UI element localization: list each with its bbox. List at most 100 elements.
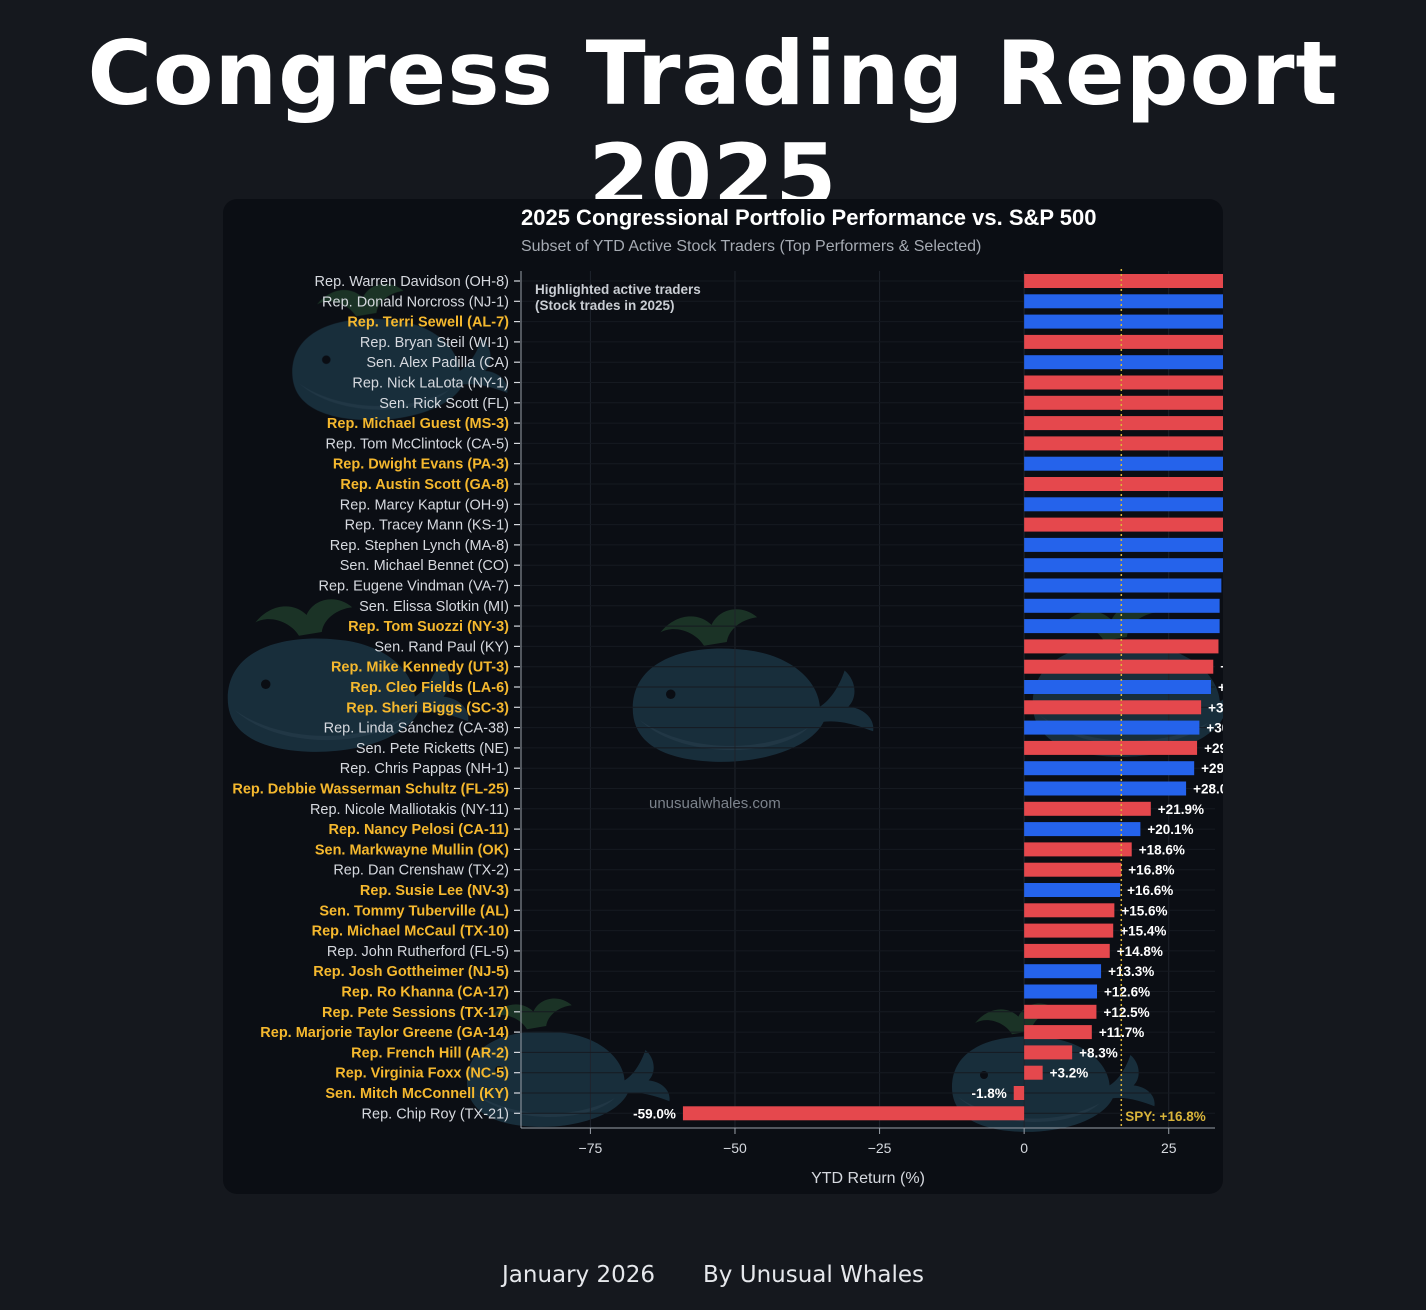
data-label: +11.7%: [1099, 1025, 1144, 1040]
bar: [1024, 822, 1141, 837]
bar: [1024, 903, 1115, 918]
category-label: Sen. Rand Paul (KY): [374, 639, 509, 655]
data-label: +15.6%: [1121, 903, 1167, 918]
data-label: +32.7%: [1220, 660, 1223, 675]
category-label: Rep. Michael Guest (MS-3): [327, 416, 509, 432]
bar: [1024, 1045, 1073, 1060]
data-label: +20.1%: [1147, 822, 1193, 837]
bar: [1024, 680, 1211, 694]
category-label: Rep. Josh Gottheimer (NJ-5): [313, 964, 509, 980]
data-label: -1.8%: [971, 1086, 1006, 1101]
category-label: Rep. Nick LaLota (NY-1): [352, 376, 509, 392]
bar: [1024, 700, 1202, 715]
category-label: Rep. Stephen Lynch (MA-8): [330, 538, 509, 554]
bar: [1024, 964, 1102, 979]
category-label: Rep. Tom Suozzi (NY-3): [348, 619, 509, 635]
category-label: Rep. Chip Roy (TX-21): [362, 1106, 509, 1122]
chart-annotation-line1: Highlighted active traders: [535, 282, 701, 297]
x-tick-label: −25: [868, 1140, 892, 1156]
data-label: +15.4%: [1120, 924, 1166, 939]
bar: [1024, 659, 1214, 674]
footer-author: By Unusual Whales: [703, 1262, 925, 1288]
category-label: Rep. Debbie Wasserman Schultz (FL-25): [232, 782, 509, 798]
category-label: Rep. Tracey Mann (KS-1): [345, 518, 509, 534]
bar: [1024, 781, 1187, 796]
category-label: Rep. Susie Lee (NV-3): [360, 883, 509, 899]
data-label: +14.8%: [1117, 944, 1163, 959]
bar: [1024, 619, 1220, 634]
data-label: +13.3%: [1108, 964, 1154, 979]
category-label: Rep. Nancy Pelosi (CA-11): [329, 822, 510, 838]
bar: [1024, 740, 1198, 755]
x-tick-label: 25: [1161, 1140, 1177, 1156]
footer-date: January 2026: [501, 1262, 656, 1288]
page-title: Congress Trading Report 2025: [87, 22, 1339, 228]
data-label: +12.5%: [1103, 1005, 1149, 1020]
category-label: Rep. John Rutherford (FL-5): [327, 944, 509, 960]
category-label: Rep. Mike Kennedy (UT-3): [331, 660, 509, 676]
data-label: +30.3%: [1206, 721, 1223, 736]
data-label: +29.4%: [1201, 761, 1223, 776]
x-tick-label: 0: [1020, 1140, 1028, 1156]
category-label: Rep. Michael McCaul (TX-10): [312, 924, 510, 940]
data-label: +16.6%: [1127, 883, 1173, 898]
data-label: -59.0%: [633, 1106, 676, 1121]
category-label: Sen. Markwayne Mullin (OK): [315, 842, 509, 858]
bar: [1024, 862, 1122, 877]
data-label: +12.6%: [1104, 985, 1150, 1000]
bar: [1024, 639, 1219, 654]
bar: [1024, 334, 1223, 349]
data-label: +8.3%: [1079, 1045, 1118, 1060]
x-tick-label: −75: [579, 1140, 603, 1156]
bar: [1024, 1004, 1097, 1019]
category-label: Rep. Warren Davidson (OH-8): [315, 274, 509, 290]
category-label: Rep. Pete Sessions (TX-17): [322, 1005, 509, 1021]
bar: [1024, 294, 1223, 309]
bar: [1024, 436, 1223, 451]
bar-chart: 2025 Congressional Portfolio Performance…: [227, 205, 1223, 1187]
footer: January 2026 By Unusual Whales: [0, 1262, 1426, 1288]
bar: [1024, 720, 1200, 735]
bar: [1024, 395, 1223, 410]
bar: [1024, 274, 1223, 288]
category-label: Rep. Cleo Fields (LA-6): [350, 680, 509, 696]
bar: [1024, 314, 1223, 329]
category-label: Sen. Rick Scott (FL): [379, 396, 509, 412]
category-label: Rep. Linda Sánchez (CA-38): [324, 721, 509, 737]
data-label: +30.6%: [1208, 700, 1223, 715]
category-label: Rep. Dan Crenshaw (TX-2): [333, 863, 509, 879]
benchmark-label: SPY: +16.8%: [1125, 1109, 1205, 1124]
data-label: +21.9%: [1158, 802, 1204, 817]
bar: [1024, 477, 1223, 491]
data-label: +3.2%: [1050, 1066, 1089, 1081]
data-label: +29.9%: [1204, 741, 1223, 756]
chart-annotation-line2: (Stock trades in 2025): [535, 298, 675, 313]
category-label: Sen. Alex Padilla (CA): [366, 355, 509, 371]
category-label: Rep. Dwight Evans (PA-3): [333, 457, 509, 473]
bar: [1024, 943, 1110, 958]
bar: [1024, 375, 1223, 390]
bar: [1024, 1065, 1043, 1080]
category-label: Rep. Virginia Foxx (NC-5): [335, 1066, 509, 1082]
data-label: +18.6%: [1139, 842, 1185, 857]
bar: [1024, 1025, 1092, 1040]
bar: [1013, 1086, 1025, 1100]
bar: [1024, 517, 1223, 532]
chart-subtitle: Subset of YTD Active Stock Traders (Top …: [521, 238, 981, 255]
x-axis-label: YTD Return (%): [811, 1170, 925, 1187]
bar: [1024, 497, 1223, 512]
category-label: Sen. Pete Ricketts (NE): [356, 741, 509, 757]
bar: [1024, 923, 1114, 938]
category-labels: Rep. Warren Davidson (OH-8) Rep. Donald N…: [232, 274, 520, 1122]
category-label: Rep. Marcy Kaptur (OH-9): [340, 497, 509, 513]
category-label: Rep. Nicole Malliotakis (NY-11): [310, 802, 509, 818]
category-label: Rep. French Hill (AR-2): [351, 1045, 509, 1061]
bars: +78.8%+70.8%+67.9%+62.5%+61.7%+61.5%+54.…: [633, 269, 1223, 1128]
bar: [1024, 842, 1132, 857]
x-axis: −75−50−250255075: [520, 271, 1215, 1156]
category-label: Rep. Ro Khanna (CA-17): [341, 985, 509, 1001]
bar: [1024, 537, 1223, 552]
x-tick-label: −50: [723, 1140, 747, 1156]
category-label: Rep. Eugene Vindman (VA-7): [319, 579, 510, 595]
bar: [1024, 761, 1195, 776]
